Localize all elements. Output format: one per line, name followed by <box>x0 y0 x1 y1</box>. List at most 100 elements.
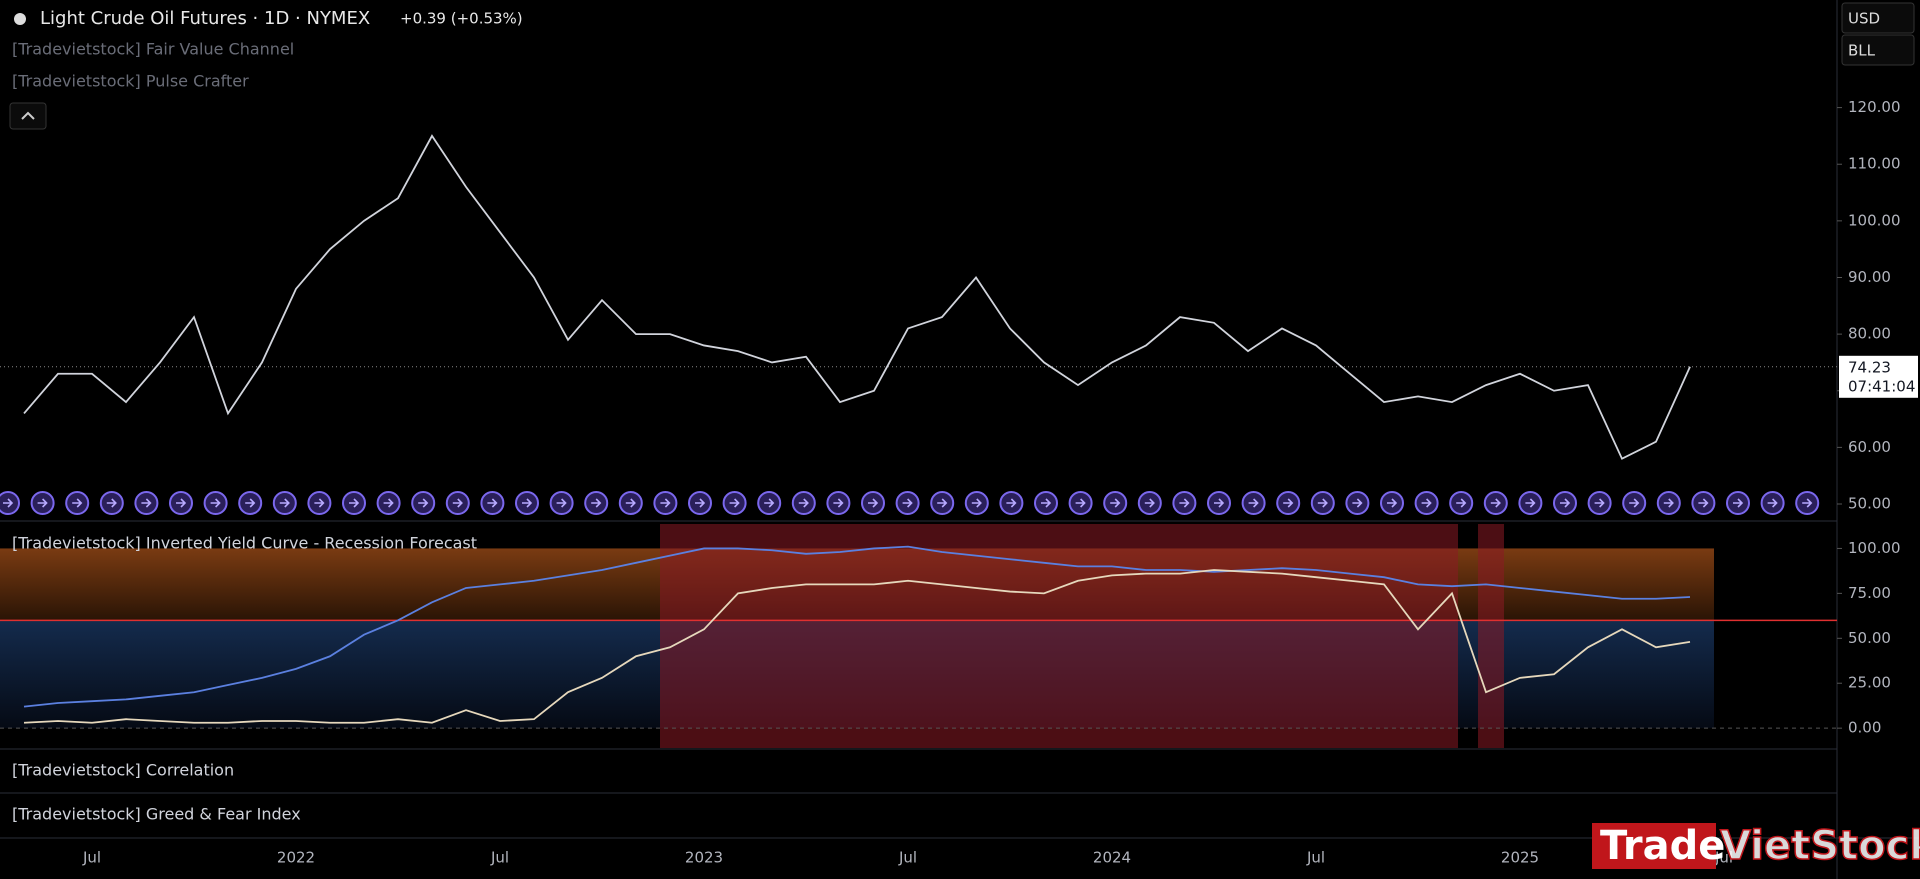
signal-arrow <box>1110 498 1121 508</box>
signal-arrow <box>1075 498 1086 508</box>
signal-arrow <box>37 498 48 508</box>
marks: 50.0060.0070.0080.0090.00100.00110.00120… <box>0 98 1918 867</box>
signal-arrow <box>1387 498 1398 508</box>
indicator-title: [Tradevietstock] Inverted Yield Curve - … <box>12 534 477 553</box>
indicator-label: [Tradevietstock] Fair Value Channel <box>12 40 294 59</box>
price-tag <box>1839 355 1918 398</box>
collapse-icon <box>21 111 35 120</box>
y-tick-label: 50.00 <box>1848 495 1891 513</box>
watermark: Trade <box>1600 823 1725 869</box>
x-tick-label: Jul <box>490 849 509 867</box>
drop-icon <box>14 13 26 25</box>
signal-arrow <box>1594 498 1605 508</box>
x-tick-label: Jul <box>1714 849 1733 867</box>
y-tick-label: 90.00 <box>1848 268 1891 286</box>
signal-arrow <box>868 498 879 508</box>
y-tick-label: 80.00 <box>1848 325 1891 343</box>
signal-arrow <box>1214 498 1225 508</box>
series-line <box>23 569 1691 724</box>
y-tick-label: 120.00 <box>1848 98 1901 116</box>
y-tick-label: 100.00 <box>1848 211 1901 229</box>
signal-arrow <box>764 498 775 508</box>
x-tick-label: Jul <box>1306 849 1325 867</box>
signal-arrow <box>383 498 394 508</box>
signal-arrow <box>522 498 533 508</box>
y-tick-label: 50.00 <box>1848 629 1891 647</box>
unit: BLL <box>1848 42 1876 60</box>
signal-arrow <box>1317 498 1328 508</box>
x-tick-label: 2024 <box>1093 849 1131 867</box>
signal-arrow <box>1733 498 1744 508</box>
signal-arrow <box>1421 498 1432 508</box>
signal-arrow <box>452 498 463 508</box>
signal-arrow <box>1802 498 1813 508</box>
currency: USD <box>1848 10 1880 28</box>
signal-arrow <box>729 498 740 508</box>
unit-button[interactable] <box>1841 34 1915 66</box>
signal-arrow <box>556 498 567 508</box>
signal-arrow <box>1629 498 1640 508</box>
signal-arrow <box>1006 498 1017 508</box>
signal-arrow <box>1698 498 1709 508</box>
series-line <box>23 545 1691 708</box>
price-change: +0.39 (+0.53%) <box>400 10 523 28</box>
x-tick-label: 2023 <box>685 849 723 867</box>
signal-arrow <box>902 498 913 508</box>
currency-button[interactable] <box>1841 2 1915 34</box>
countdown: 07:41:04 <box>1848 377 1915 395</box>
x-tick-label: Jul <box>898 849 917 867</box>
signal-arrow <box>660 498 671 508</box>
pane-title: [Tradevietstock] Correlation <box>12 761 234 780</box>
series-line <box>23 134 1691 460</box>
signal-arrow <box>591 498 602 508</box>
signal-arrow <box>1041 498 1052 508</box>
watermark: VietStock <box>1720 823 1920 869</box>
collapse-button[interactable] <box>9 102 47 130</box>
watermark-box <box>1592 823 1716 869</box>
signal-arrow <box>279 498 290 508</box>
signal-icons <box>0 491 1820 515</box>
signal-arrow <box>1767 498 1778 508</box>
signal-arrow <box>106 498 117 508</box>
y-tick-label: 60.00 <box>1848 438 1891 456</box>
signal-arrow <box>1144 498 1155 508</box>
y-tick-label: 25.00 <box>1848 674 1891 692</box>
signal-arrow <box>1456 498 1467 508</box>
recession-shade <box>660 524 1458 748</box>
signal-arrow <box>72 498 83 508</box>
signal-arrow <box>245 498 256 508</box>
signal-arrow <box>210 498 221 508</box>
indicator-label: [Tradevietstock] Pulse Crafter <box>12 72 249 91</box>
signal-arrow <box>141 498 152 508</box>
signal-arrow <box>314 498 325 508</box>
x-tick-label: Jul <box>82 849 101 867</box>
signal-arrow <box>418 498 429 508</box>
recession-shade <box>1478 524 1504 748</box>
signal-arrow <box>1283 498 1294 508</box>
signal-arrow <box>1179 498 1190 508</box>
signal-arrow <box>349 498 360 508</box>
signal-arrow <box>833 498 844 508</box>
signal-arrow <box>798 498 809 508</box>
x-tick-label: 2022 <box>277 849 315 867</box>
y-tick-label: 0.00 <box>1848 719 1881 737</box>
signal-arrow <box>1490 498 1501 508</box>
pane-title: [Tradevietstock] Greed & Fear Index <box>12 805 301 824</box>
signal-arrow <box>971 498 982 508</box>
signal-arrow <box>1352 498 1363 508</box>
signal-arrow <box>1525 498 1536 508</box>
signal-arrow <box>695 498 706 508</box>
signal-arrow <box>3 498 14 508</box>
signal-arrow <box>487 498 498 508</box>
y-tick-label: 110.00 <box>1848 155 1901 173</box>
signal-arrow <box>937 498 948 508</box>
last-price: 74.23 <box>1848 358 1891 376</box>
y-tick-label: 100.00 <box>1848 539 1901 557</box>
chart-title: Light Crude Oil Futures · 1D · NYMEX <box>40 8 370 29</box>
signal-arrow <box>1560 498 1571 508</box>
signal-arrow <box>1663 498 1674 508</box>
y-tick-label: 75.00 <box>1848 584 1891 602</box>
signal-arrow <box>625 498 636 508</box>
x-tick-label: 2025 <box>1501 849 1539 867</box>
